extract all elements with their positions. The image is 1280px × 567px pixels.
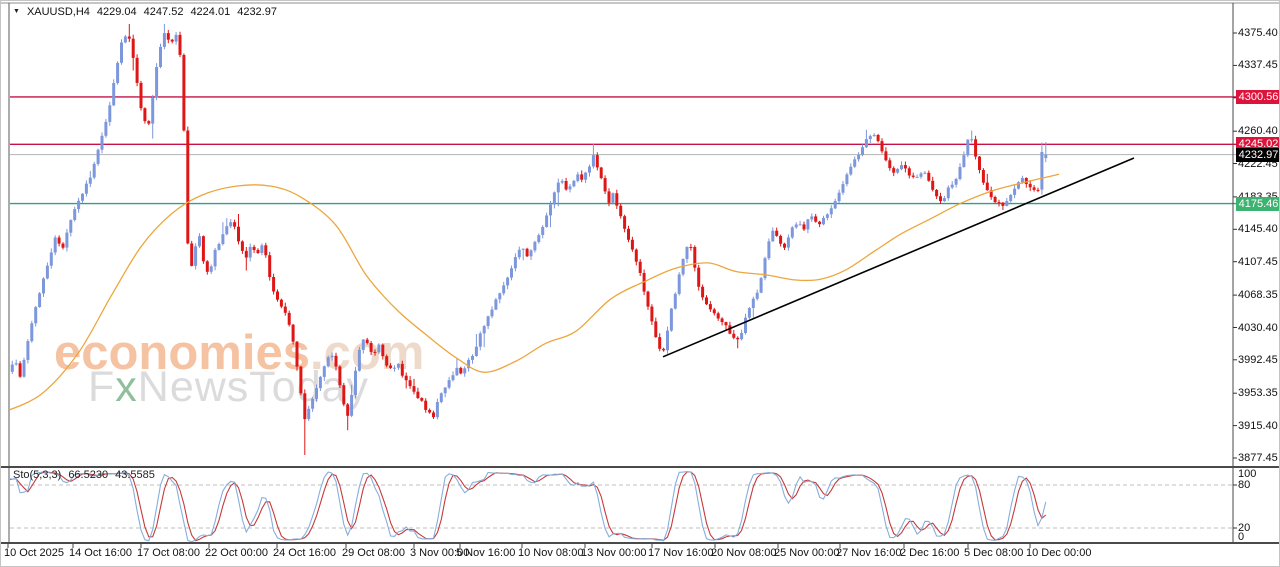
symbol-timeframe-label: XAUUSD,H4	[26, 6, 90, 18]
stochastic-name-label: Sto(5,3,3)	[13, 469, 62, 481]
stochastic-header: Sto(5,3,3) 66.5230 43.5585	[13, 469, 155, 481]
chart-header: ▼ XAUUSD,H4 4229.04 4247.52 4224.01 4232…	[13, 6, 277, 18]
symbol-dropdown-icon[interactable]: ▼	[13, 7, 20, 15]
stochastic-layer	[10, 471, 1233, 543]
ohlc-close-value: 4232.97	[237, 6, 277, 18]
moving-average-line[interactable]	[1, 173, 1060, 413]
stochastic-signal-line	[10, 471, 1047, 542]
time-axis-divider	[1, 542, 1279, 544]
watermark-brand-suffix: .com	[309, 326, 425, 380]
ascending-trendline[interactable]	[662, 157, 1135, 358]
ohlc-high-value: 4247.52	[143, 6, 184, 18]
watermark-tagline-rest: NewsToday	[137, 363, 370, 411]
candles-layer	[10, 24, 1048, 455]
current-price-price-badge: 4232.97	[1236, 147, 1279, 162]
watermark-tagline-x: x	[115, 363, 138, 411]
ohlc-low-value: 4224.01	[190, 6, 231, 18]
stochastic-main-line	[10, 471, 1047, 543]
watermark-economies: economies.com	[54, 325, 424, 381]
watermark-fxnewstoday: FxNewsToday	[88, 363, 369, 412]
support-price-badge: 4175.46	[1236, 196, 1279, 211]
watermark-brand: economies	[54, 326, 310, 380]
ohlc-open-value: 4229.04	[96, 6, 137, 18]
resistance-price-badge: 4300.56	[1236, 89, 1279, 104]
watermark-tagline-f: F	[88, 363, 116, 411]
stochastic-k-value: 66.5230	[68, 469, 109, 481]
panel-divider[interactable]	[1, 466, 1280, 468]
stochastic-d-value: 43.5585	[115, 469, 155, 481]
